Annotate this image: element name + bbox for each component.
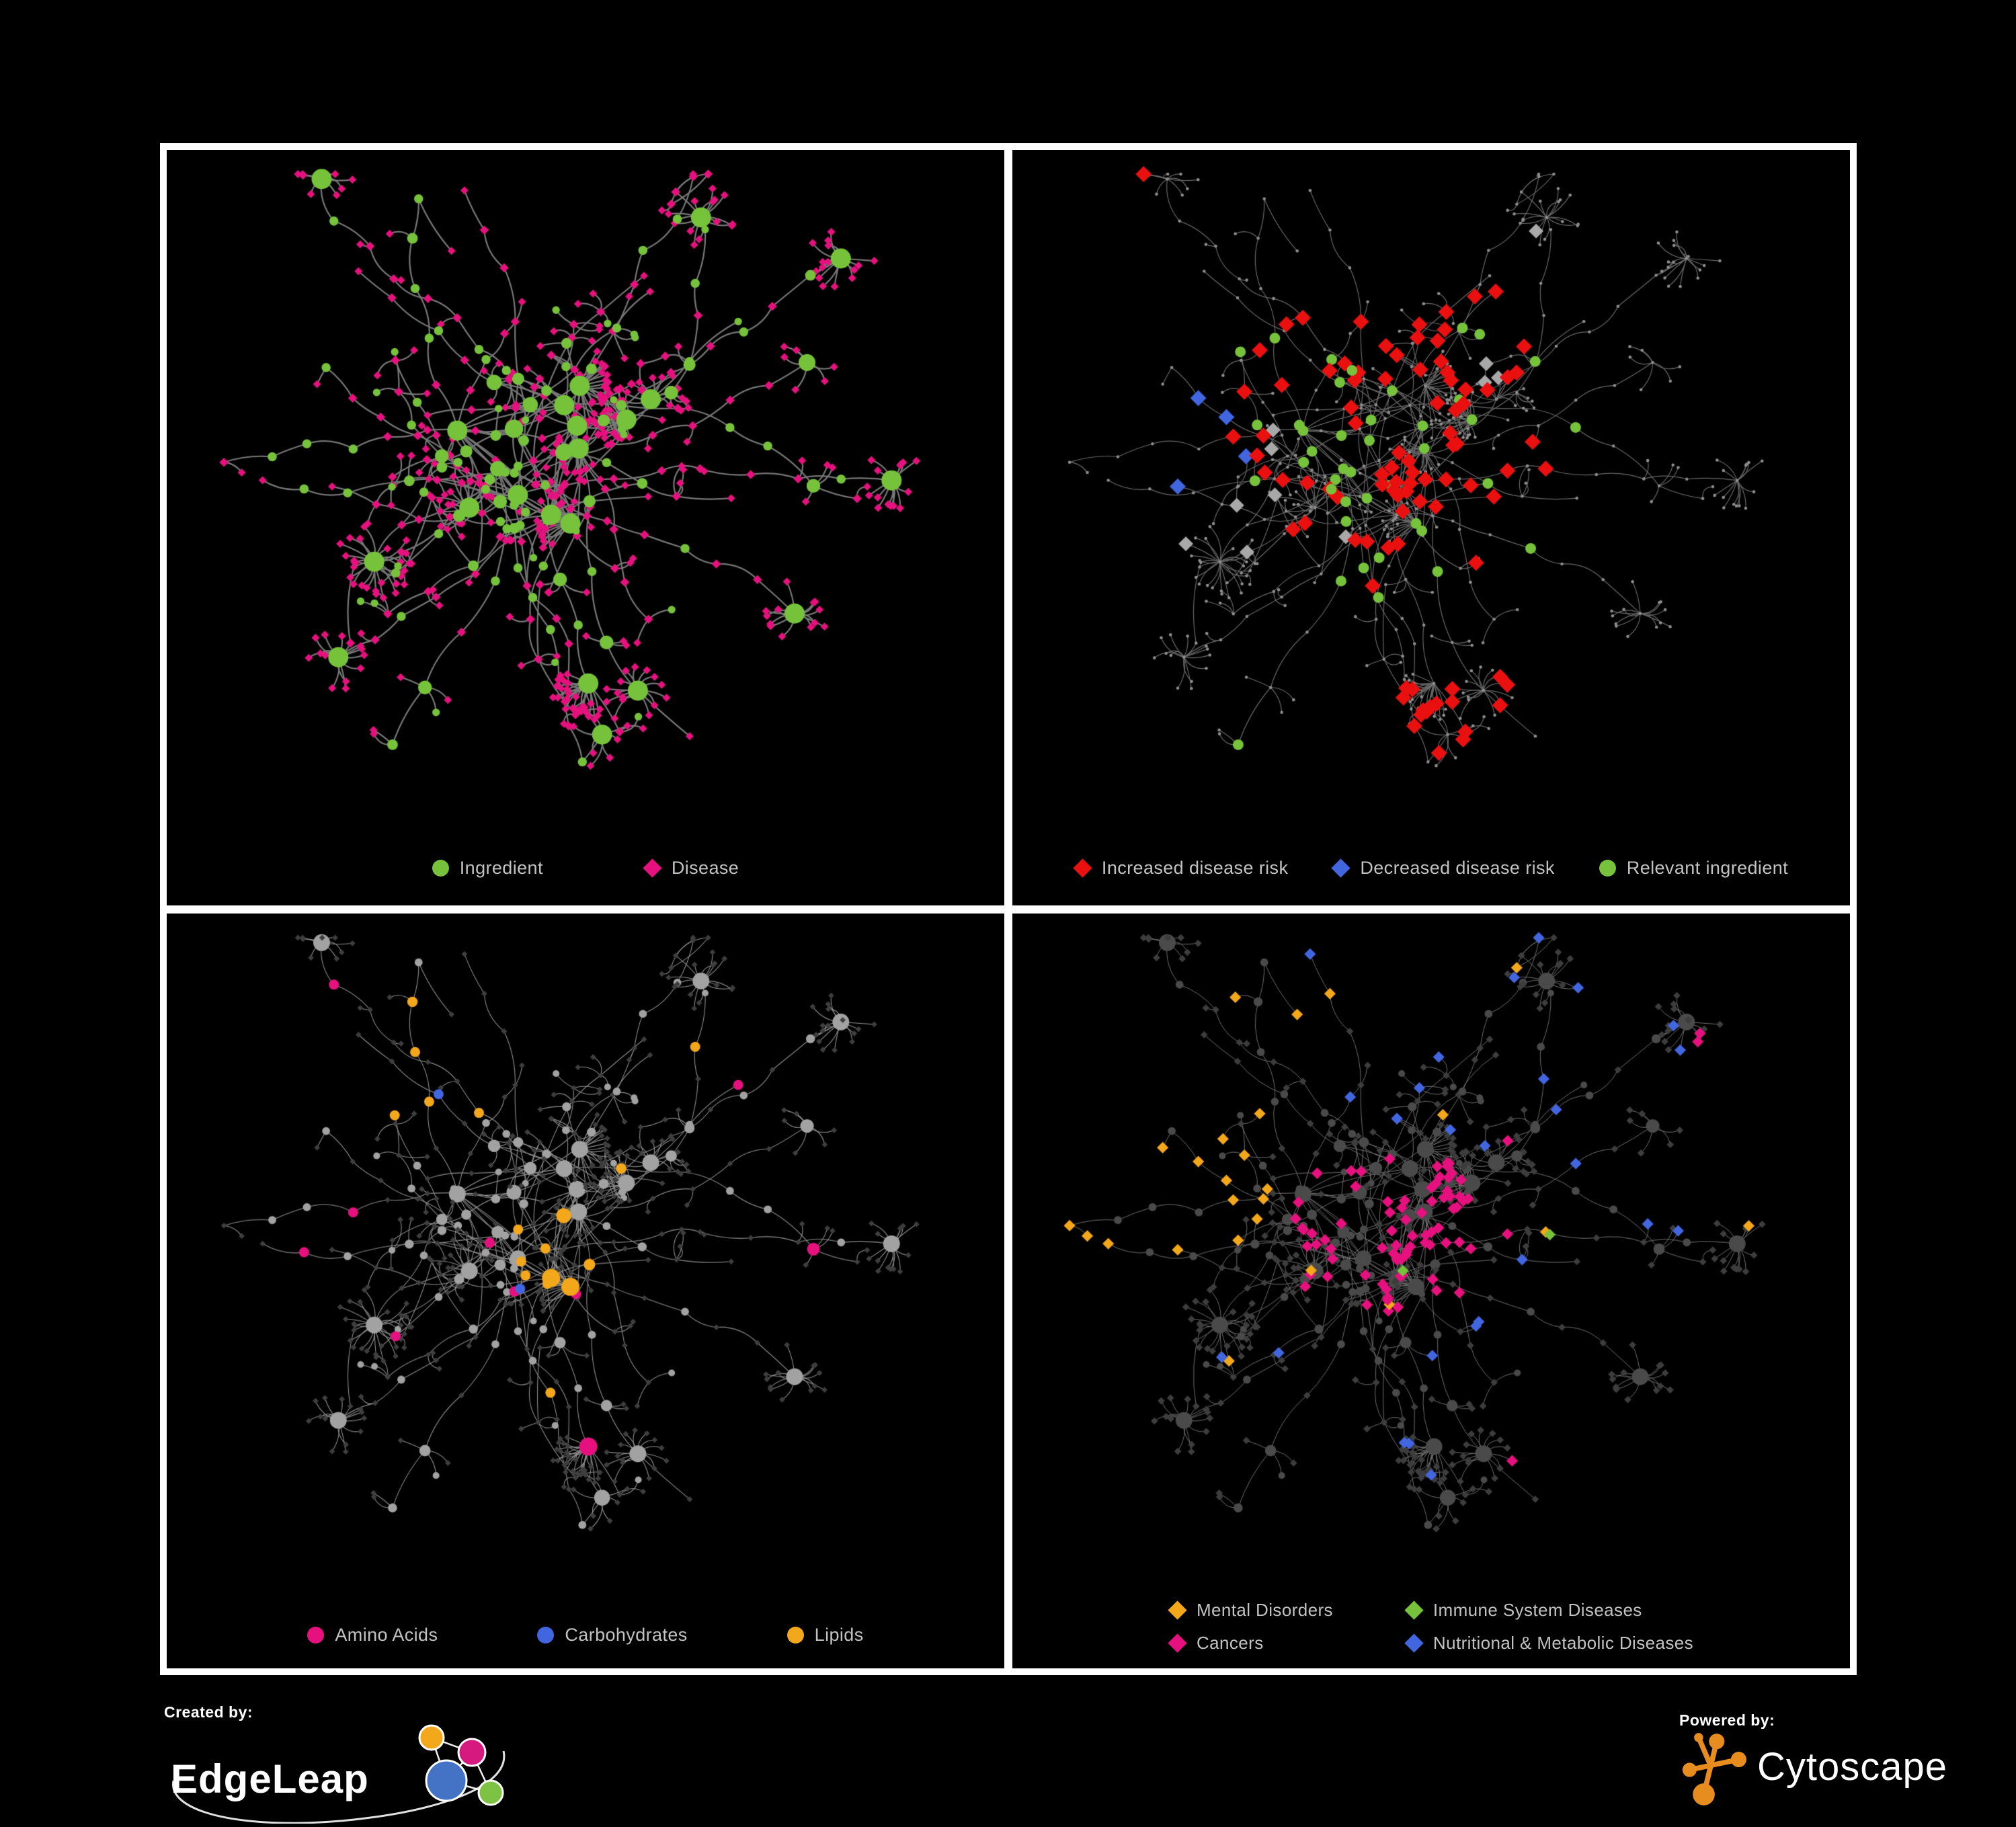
immune-system-diseases-marker-icon bbox=[1404, 1600, 1424, 1620]
legend-label: Relevant ingredient bbox=[1626, 857, 1789, 878]
legend-item-lipids: Lipids bbox=[787, 1625, 864, 1646]
legend-item-relevant-ingredient: Relevant ingredient bbox=[1599, 858, 1788, 879]
legend-item-ingredient: Ingredient bbox=[432, 858, 543, 879]
legend-label: Carbohydrates bbox=[565, 1625, 688, 1645]
legend-nutrient-classes: Amino Acids Carbohydrates Lipids bbox=[167, 1625, 1004, 1646]
panel-ingredient-disease: Ingredient Disease bbox=[167, 150, 1004, 905]
carbohydrates-marker-icon bbox=[537, 1627, 555, 1643]
edgeleap-logo: EdgeLeap bbox=[171, 1724, 506, 1824]
legend-label: Lipids bbox=[814, 1625, 864, 1645]
legend-label: Immune System Diseases bbox=[1433, 1600, 1642, 1620]
increased-risk-marker-icon bbox=[1073, 858, 1092, 878]
decreased-risk-marker-icon bbox=[1331, 858, 1351, 878]
legend-label: Nutritional & Metabolic Diseases bbox=[1433, 1633, 1693, 1653]
cancers-marker-icon bbox=[1168, 1633, 1187, 1653]
cytoscape-logo-icon bbox=[1682, 1733, 1746, 1805]
legend-ingredient-disease: Ingredient Disease bbox=[167, 858, 1004, 879]
disease-risk-network-canvas bbox=[1012, 150, 1850, 905]
legend-label: Amino Acids bbox=[335, 1625, 438, 1645]
legend-label: Ingredient bbox=[459, 857, 543, 878]
disease-marker-icon bbox=[643, 858, 662, 878]
legend-item-increased-disease-risk: Increased disease risk bbox=[1073, 857, 1289, 879]
nutrient-classes-network-canvas bbox=[167, 913, 1004, 1668]
ingredient-marker-icon bbox=[432, 859, 449, 877]
legend-disease-risk: Increased disease risk Decreased disease… bbox=[1012, 858, 1850, 879]
legend-label: Increased disease risk bbox=[1101, 857, 1289, 878]
nutritional-metabolic-marker-icon bbox=[1404, 1633, 1424, 1653]
created-by-label: Created by: bbox=[164, 1703, 253, 1721]
relevant-ingredient-marker-icon bbox=[1599, 859, 1616, 877]
legend-label: Cancers bbox=[1197, 1633, 1264, 1653]
panel-disease-categories: Mental Disorders Immune System Diseases … bbox=[1012, 913, 1850, 1668]
legend-disease-categories: Mental Disorders Immune System Diseases … bbox=[1012, 1600, 1850, 1654]
legend-item-cancers: Cancers bbox=[1168, 1633, 1333, 1654]
legend-item-amino-acids: Amino Acids bbox=[307, 1625, 438, 1646]
edgeleap-node-green bbox=[477, 1779, 504, 1806]
powered-by-label: Powered by: bbox=[1679, 1711, 1775, 1729]
cytoscape-wordmark: Cytoscape bbox=[1757, 1744, 1948, 1789]
ingredient-disease-network-canvas bbox=[167, 150, 1004, 905]
legend-label: Decreased disease risk bbox=[1360, 857, 1555, 878]
lipids-marker-icon bbox=[787, 1627, 804, 1643]
legend-item-mental-disorders: Mental Disorders bbox=[1168, 1600, 1333, 1621]
created-by-block: Created by: EdgeLeap bbox=[164, 1703, 527, 1827]
edgeleap-node-blue bbox=[425, 1759, 468, 1802]
amino-acids-marker-icon bbox=[307, 1627, 325, 1643]
panel-nutrient-classes: Amino Acids Carbohydrates Lipids bbox=[167, 913, 1004, 1668]
cytoscape-node bbox=[1709, 1734, 1725, 1750]
legend-item-carbohydrates: Carbohydrates bbox=[537, 1625, 687, 1646]
legend-label: Disease bbox=[671, 857, 739, 878]
panel-disease-risk: Increased disease risk Decreased disease… bbox=[1012, 150, 1850, 905]
edgeleap-wordmark: EdgeLeap bbox=[171, 1756, 369, 1801]
legend-item-nutritional-metabolic-diseases: Nutritional & Metabolic Diseases bbox=[1404, 1633, 1693, 1654]
disease-categories-network-canvas bbox=[1012, 913, 1850, 1668]
cytoscape-node bbox=[1693, 1783, 1715, 1805]
cytoscape-node bbox=[1682, 1762, 1697, 1777]
cytoscape-node bbox=[1730, 1752, 1746, 1768]
edgeleap-node-magenta bbox=[457, 1738, 487, 1767]
panel-grid: Ingredient Disease Increased disease ris… bbox=[160, 143, 1857, 1675]
cytoscape-node bbox=[1694, 1733, 1703, 1742]
legend-item-immune-system-diseases: Immune System Diseases bbox=[1404, 1600, 1693, 1621]
powered-by-block: Powered by: Cytoscape bbox=[1679, 1711, 1947, 1808]
edgeleap-node-orange bbox=[418, 1724, 445, 1751]
legend-item-decreased-disease-risk: Decreased disease risk bbox=[1331, 857, 1555, 879]
mental-disorders-marker-icon bbox=[1168, 1600, 1187, 1620]
legend-item-disease: Disease bbox=[643, 857, 739, 879]
legend-label: Mental Disorders bbox=[1197, 1600, 1333, 1620]
